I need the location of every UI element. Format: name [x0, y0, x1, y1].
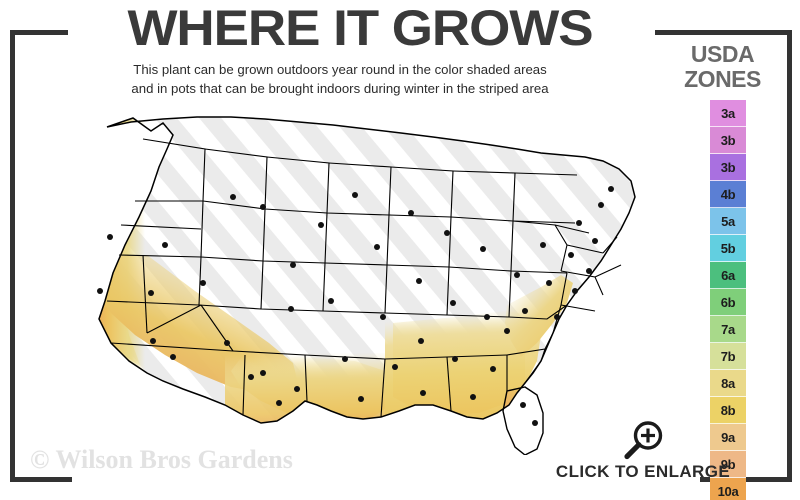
legend-swatch-3b: 3b — [710, 127, 746, 154]
subtitle-line-2: and in pots that can be brought indoors … — [131, 81, 549, 96]
legend-swatch-8b: 8b — [710, 397, 746, 424]
click-to-enlarge-label[interactable]: CLICK TO ENLARGE — [555, 462, 731, 481]
legend-swatch-5a: 5a — [710, 208, 746, 235]
magnifier-plus-icon[interactable] — [620, 418, 666, 464]
legend-title: USDA ZONES — [655, 42, 790, 92]
frame-edge-bottom-left — [10, 477, 72, 482]
national-border — [98, 116, 636, 424]
usda-zone-map[interactable] — [55, 105, 655, 455]
legend-swatch-4b: 4b — [710, 181, 746, 208]
map-striped-region — [99, 117, 635, 423]
legend-title-line-2: ZONES — [684, 66, 761, 92]
frame-bracket-bottom-right — [700, 455, 792, 482]
frame-bracket-top-left — [10, 30, 68, 482]
legend-swatch-7b: 7b — [710, 343, 746, 370]
subtitle-line-1: This plant can be grown outdoors year ro… — [133, 62, 547, 77]
florida-border — [502, 386, 544, 455]
page-subtitle: This plant can be grown outdoors year ro… — [40, 60, 640, 98]
legend-swatch-7a: 7a — [710, 316, 746, 343]
legend-swatch-5b: 5b — [710, 235, 746, 262]
watermark: © Wilson Bros Gardens — [30, 445, 293, 474]
usda-zone-legend: 3a3b3b4b5a5b6a6b7a7b8a8b9a9b10a10b — [710, 100, 746, 500]
legend-title-line-1: USDA — [690, 41, 755, 67]
legend-swatch-9a: 9a — [710, 424, 746, 451]
legend-swatch-3a: 3a — [710, 100, 746, 127]
legend-swatch-6a: 6a — [710, 262, 746, 289]
legend-swatch-9b: 9b — [710, 451, 746, 478]
page-title: WHERE IT GROWS — [127, 0, 593, 56]
frame-edge-right — [787, 30, 792, 482]
legend-swatch-10a: 10a — [710, 478, 746, 500]
city-dots — [97, 186, 614, 426]
legend-swatch-3b: 3b — [710, 154, 746, 181]
legend-swatch-6b: 6b — [710, 289, 746, 316]
legend-swatch-8a: 8a — [710, 370, 746, 397]
state-borders — [106, 138, 622, 418]
